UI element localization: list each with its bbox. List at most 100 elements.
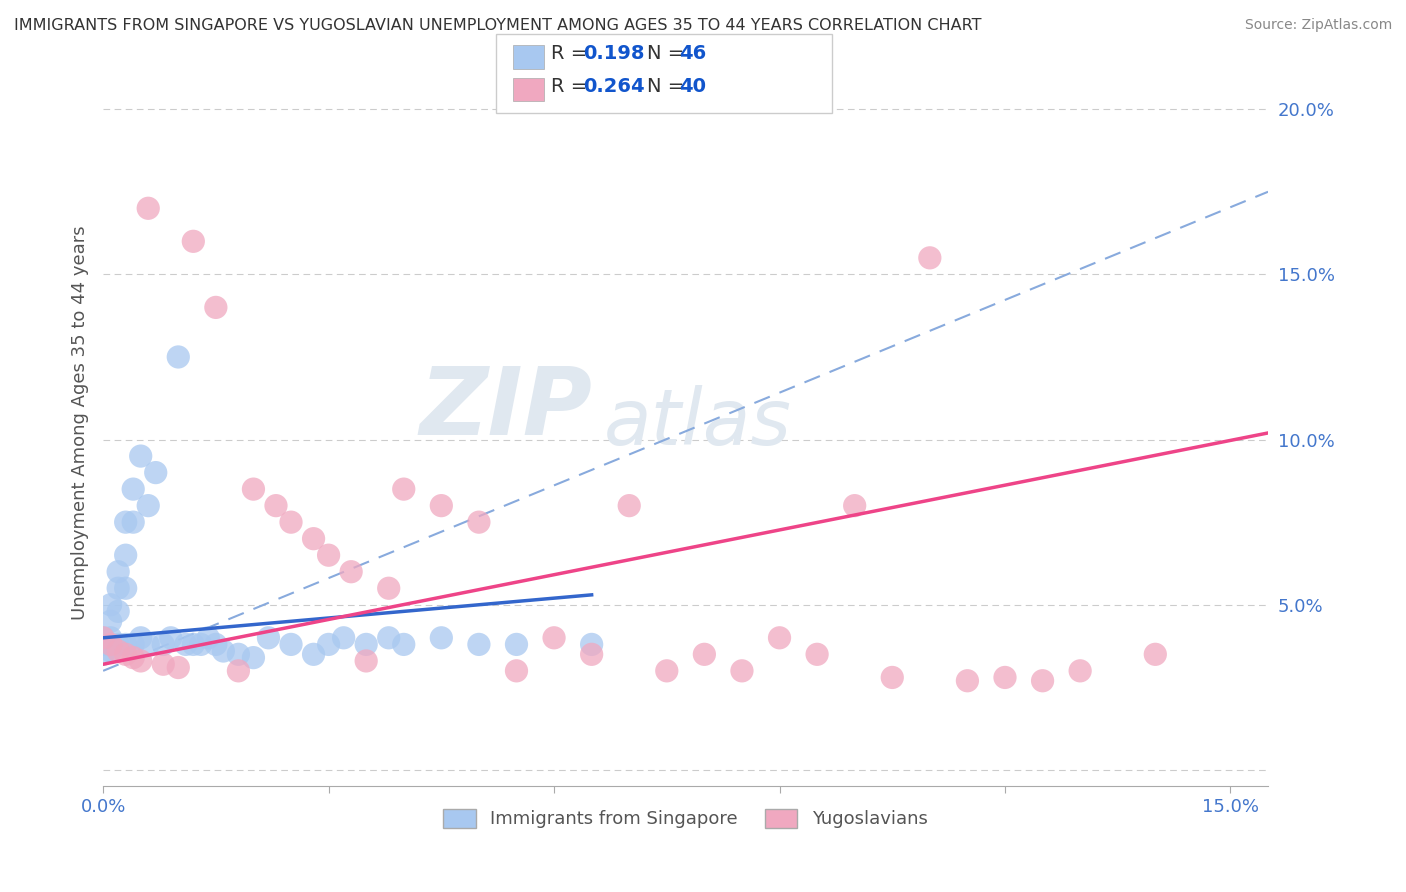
Point	[543, 631, 565, 645]
Point	[280, 515, 302, 529]
Point	[100, 598, 122, 612]
Point	[318, 548, 340, 562]
Point	[122, 637, 145, 651]
Point	[159, 631, 181, 645]
Point	[354, 654, 377, 668]
Point	[377, 631, 399, 645]
Point	[100, 631, 122, 645]
Point	[242, 482, 264, 496]
Point	[844, 499, 866, 513]
Point	[107, 637, 129, 651]
Point	[107, 644, 129, 658]
Point	[468, 515, 491, 529]
Point	[468, 637, 491, 651]
Point	[340, 565, 363, 579]
Point	[136, 201, 159, 215]
Point	[167, 350, 190, 364]
Point	[205, 301, 228, 315]
Text: 40: 40	[679, 77, 706, 96]
Point	[257, 631, 280, 645]
Point	[430, 631, 453, 645]
Point	[1032, 673, 1054, 688]
Point	[91, 637, 114, 651]
Text: 0.264: 0.264	[583, 77, 645, 96]
Point	[197, 631, 219, 645]
Point	[91, 631, 114, 645]
Point	[655, 664, 678, 678]
Point	[152, 657, 174, 672]
Point	[228, 648, 250, 662]
Point	[581, 648, 603, 662]
Point	[181, 235, 204, 249]
Point	[167, 660, 190, 674]
Point	[114, 648, 136, 662]
Point	[318, 637, 340, 651]
Point	[107, 581, 129, 595]
Point	[1069, 664, 1091, 678]
Point	[392, 637, 415, 651]
Point	[280, 637, 302, 651]
Point	[107, 565, 129, 579]
Point	[882, 670, 904, 684]
Legend: Immigrants from Singapore, Yugoslavians: Immigrants from Singapore, Yugoslavians	[436, 802, 935, 836]
Point	[114, 515, 136, 529]
Point	[145, 466, 167, 480]
Point	[228, 664, 250, 678]
Point	[174, 637, 197, 651]
Text: 0.198: 0.198	[583, 44, 645, 63]
Point	[242, 650, 264, 665]
Point	[129, 631, 152, 645]
Point	[354, 637, 377, 651]
Point	[505, 664, 527, 678]
Y-axis label: Unemployment Among Ages 35 to 44 years: Unemployment Among Ages 35 to 44 years	[72, 226, 89, 620]
Point	[100, 637, 122, 651]
Point	[302, 648, 325, 662]
Point	[91, 648, 114, 662]
Text: N =: N =	[647, 77, 690, 96]
Point	[122, 482, 145, 496]
Point	[91, 631, 114, 645]
Point	[122, 515, 145, 529]
Text: R =: R =	[551, 77, 593, 96]
Point	[114, 548, 136, 562]
Text: atlas: atlas	[605, 385, 792, 461]
Point	[136, 637, 159, 651]
Point	[181, 637, 204, 651]
Point	[122, 650, 145, 665]
Point	[100, 615, 122, 629]
Text: 46: 46	[679, 44, 706, 63]
Point	[129, 449, 152, 463]
Point	[581, 637, 603, 651]
Point	[731, 664, 754, 678]
Point	[205, 637, 228, 651]
Point	[264, 499, 287, 513]
Point	[107, 604, 129, 618]
Text: Source: ZipAtlas.com: Source: ZipAtlas.com	[1244, 18, 1392, 32]
Point	[430, 499, 453, 513]
Point	[918, 251, 941, 265]
Text: IMMIGRANTS FROM SINGAPORE VS YUGOSLAVIAN UNEMPLOYMENT AMONG AGES 35 TO 44 YEARS : IMMIGRANTS FROM SINGAPORE VS YUGOSLAVIAN…	[14, 18, 981, 33]
Text: N =: N =	[647, 44, 690, 63]
Point	[114, 637, 136, 651]
Point	[152, 637, 174, 651]
Point	[136, 499, 159, 513]
Point	[994, 670, 1017, 684]
Text: ZIP: ZIP	[419, 362, 592, 455]
Point	[114, 581, 136, 595]
Point	[377, 581, 399, 595]
Point	[619, 499, 641, 513]
Point	[956, 673, 979, 688]
Point	[332, 631, 354, 645]
Point	[806, 648, 828, 662]
Text: R =: R =	[551, 44, 593, 63]
Point	[129, 654, 152, 668]
Point	[212, 644, 235, 658]
Point	[392, 482, 415, 496]
Point	[693, 648, 716, 662]
Point	[1144, 648, 1167, 662]
Point	[505, 637, 527, 651]
Point	[768, 631, 790, 645]
Point	[190, 637, 212, 651]
Point	[302, 532, 325, 546]
Point	[100, 644, 122, 658]
